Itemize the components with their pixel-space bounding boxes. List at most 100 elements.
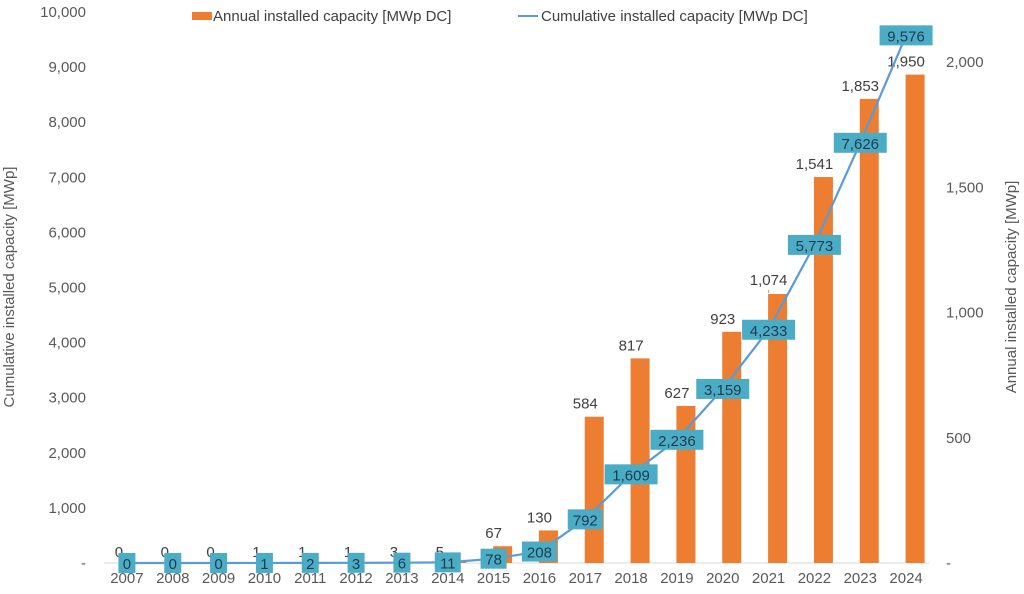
bar-series-annual xyxy=(263,74,925,564)
line-label-text: 208 xyxy=(527,545,552,562)
left-tick-label: 9,000 xyxy=(48,59,86,76)
x-tick-label: 2021 xyxy=(752,570,785,587)
left-tick-label: 6,000 xyxy=(48,224,86,241)
legend: Annual installed capacity [MWp DC] Cumul… xyxy=(192,8,808,25)
line-label-text: 792 xyxy=(573,512,598,529)
line-label-box xyxy=(210,553,228,573)
x-tick-label: 2007 xyxy=(110,570,143,587)
bar xyxy=(584,416,604,563)
right-tick-label: 1,000 xyxy=(946,305,984,322)
line-label-text: 78 xyxy=(485,552,502,569)
x-tick-label: 2011 xyxy=(294,570,326,587)
line-data-label: 792 xyxy=(567,509,603,530)
left-tick-label: 7,000 xyxy=(48,169,86,186)
legend-label-annual: Annual installed capacity [MWp DC] xyxy=(213,8,451,25)
line-data-label: 208 xyxy=(521,541,557,562)
bar xyxy=(630,358,650,563)
line-label-text: 11 xyxy=(440,555,456,572)
bar-data-label: 1,541 xyxy=(796,156,834,173)
line-label-box xyxy=(879,25,933,46)
line-label-box xyxy=(604,464,658,485)
line-label-box xyxy=(742,319,796,340)
left-tick-label: - xyxy=(81,555,86,572)
bar-data-label: 1 xyxy=(252,544,260,561)
bar-data-label: 0 xyxy=(206,544,214,561)
right-tick-label: 1,500 xyxy=(946,179,984,196)
left-axis-ticks: - 1,000 2,000 3,000 4,000 5,000 6,000 7,000 8,00… xyxy=(40,4,86,572)
line-data-label: 1,609 xyxy=(604,464,658,485)
x-tick-label: 2014 xyxy=(431,570,464,587)
line-data-label: 78 xyxy=(480,548,507,569)
line-label-text: 6 xyxy=(398,556,406,573)
x-tick-label: 2024 xyxy=(889,570,922,587)
line-series-cumulative xyxy=(126,34,908,565)
legend-label-cumulative: Cumulative installed capacity [MWp DC] xyxy=(541,8,808,25)
bar-data-label: 1,074 xyxy=(750,272,788,289)
left-tick-label: 8,000 xyxy=(48,114,86,131)
left-tick-label: 5,000 xyxy=(48,280,86,297)
line-label-text: 5,773 xyxy=(796,238,834,255)
line-data-label: 9,576 xyxy=(879,25,933,46)
line-data-label: 0 xyxy=(210,553,228,573)
bar-data-label: 0 xyxy=(115,544,123,561)
left-tick-label: 4,000 xyxy=(48,335,86,352)
left-tick-label: 10,000 xyxy=(40,4,86,21)
line-label-text: 0 xyxy=(214,556,222,573)
bar-data-label: 627 xyxy=(664,385,689,402)
left-axis-title: Cumulative installed capacity [MWp] xyxy=(1,167,18,408)
line-data-label: 0 xyxy=(118,553,136,573)
x-tick-label: 2013 xyxy=(385,570,418,587)
line-label-text: 9,576 xyxy=(887,28,925,45)
x-tick-label: 2023 xyxy=(844,570,877,587)
line-label-text: 7,626 xyxy=(841,136,879,153)
line-label-text: 3 xyxy=(352,556,360,573)
bar-data-label: 67 xyxy=(485,525,502,542)
x-axis-ticks: 2007 2008 2009 2010 2011 2012 2013 2014 2015 2016… xyxy=(110,570,923,587)
left-tick-label: 3,000 xyxy=(48,390,86,407)
line-data-label: 4,233 xyxy=(742,319,796,340)
x-tick-label: 2018 xyxy=(614,570,647,587)
line-label-box xyxy=(833,132,887,153)
x-tick-label: 2008 xyxy=(156,570,189,587)
bar-data-labels: 00011135671305848176279231,0741,5411,853… xyxy=(115,54,925,561)
bar-data-label: 130 xyxy=(527,509,552,526)
line-label-box xyxy=(787,234,841,255)
bar xyxy=(859,98,879,564)
line-data-label: 7,626 xyxy=(833,132,887,153)
line-label-box xyxy=(434,552,461,573)
line-label-text: 0 xyxy=(169,556,177,573)
line-label-text: 4,233 xyxy=(750,323,788,340)
line-label-box xyxy=(301,552,319,573)
line-data-label: 6 xyxy=(393,552,411,573)
right-axis-ticks: - 500 1,000 1,500 2,000 xyxy=(946,54,984,572)
right-tick-label: 2,000 xyxy=(946,54,984,71)
right-axis-title: Annual installed capacity [MWp] xyxy=(1003,181,1020,394)
bar-data-label: 584 xyxy=(573,396,598,413)
line-data-label: 0 xyxy=(164,553,182,573)
line-data-label: 2,236 xyxy=(650,429,704,450)
line-label-box xyxy=(696,378,750,399)
line-label-box xyxy=(567,509,603,530)
x-tick-label: 2015 xyxy=(477,570,510,587)
line-label-text: 3,159 xyxy=(704,382,742,399)
bar-data-label: 1,853 xyxy=(841,78,879,95)
left-tick-label: 2,000 xyxy=(48,445,86,462)
bar xyxy=(813,177,833,563)
line-data-label: 1 xyxy=(255,552,273,573)
line-label-box xyxy=(521,541,557,562)
line-data-label: 11 xyxy=(434,552,461,573)
x-tick-label: 2020 xyxy=(706,570,739,587)
line-data-label: 3 xyxy=(347,552,365,573)
line-label-text: 2,236 xyxy=(658,433,696,450)
line-data-label: 5,773 xyxy=(787,234,841,255)
line-label-text: 0 xyxy=(123,556,131,573)
line-label-box xyxy=(118,553,136,573)
line-label-box xyxy=(347,552,365,573)
line-label-text: 2 xyxy=(306,556,314,573)
bar xyxy=(905,74,925,563)
line-label-text: 1 xyxy=(260,556,268,573)
x-tick-label: 2022 xyxy=(798,570,831,587)
bar-data-label: 1 xyxy=(344,544,352,561)
line-label-box xyxy=(164,553,182,573)
line-label-box xyxy=(650,429,704,450)
